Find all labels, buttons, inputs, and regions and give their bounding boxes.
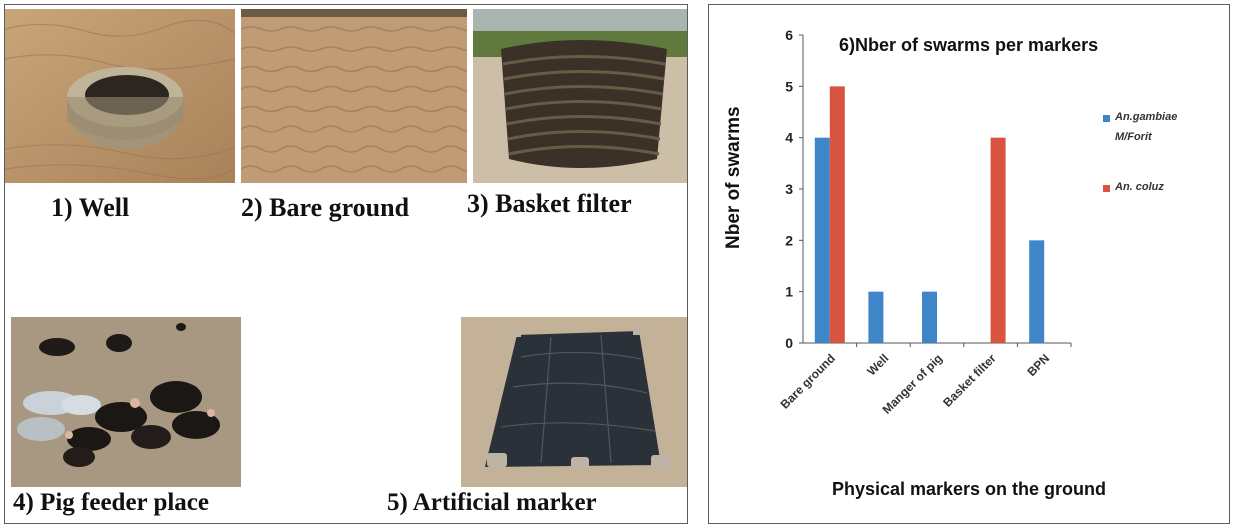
- caption-pig-feeder: 4) Pig feeder place: [13, 489, 209, 516]
- y-tick-label: 2: [785, 232, 793, 248]
- y-tick-label: 6: [785, 27, 793, 43]
- bare-ground-photo: [241, 9, 467, 183]
- bar-basket-filter-series-2: [990, 137, 1006, 343]
- y-tick-label: 1: [785, 284, 793, 300]
- photo-montage-panel: 1) Well 2) Bare ground: [4, 4, 688, 524]
- legend-swatch-series-2: [1103, 185, 1110, 192]
- basket-filter-photo: [473, 9, 687, 183]
- x-tick-label: BPN: [1025, 351, 1053, 379]
- swarm-chart-panel: 6)Nber of swarms per markers Nber of swa…: [708, 4, 1230, 524]
- bar-bare-ground-series-2: [829, 86, 845, 343]
- caption-artificial-marker: 5) Artificial marker: [387, 489, 597, 516]
- x-tick-label: Basket filter: [940, 351, 999, 410]
- caption-bare-ground: 2) Bare ground: [241, 193, 410, 222]
- artificial-marker-photo: [461, 317, 687, 487]
- caption-basket-filter: 3) Basket filter: [467, 189, 632, 218]
- legend-label-series-1-line-1: An.gambiae: [1115, 111, 1178, 123]
- legend-label-series-1-line-2: M/Forit: [1115, 131, 1152, 143]
- y-tick-label: 0: [785, 335, 793, 351]
- chart-title: 6)Nber of swarms per markers: [839, 35, 1099, 55]
- y-tick-label: 5: [785, 78, 793, 94]
- legend-label-series-2: An. coluz: [1115, 181, 1164, 193]
- x-tick-label: Bare ground: [778, 351, 838, 411]
- bar-bare-ground-series-1: [814, 137, 830, 343]
- y-tick-label: 4: [785, 130, 793, 146]
- y-tick-label: 3: [785, 181, 793, 197]
- chart-x-axis-label: Physical markers on the ground: [831, 479, 1107, 499]
- x-tick-label: Well: [864, 351, 891, 378]
- pig-feeder-photo: [11, 317, 241, 487]
- bar-well-series-1: [868, 291, 884, 343]
- bar-manger-of-pig-series-1: [922, 291, 937, 343]
- legend-swatch-series-1: [1103, 115, 1110, 122]
- caption-well: 1) Well: [51, 193, 130, 222]
- well-photo: [5, 9, 235, 183]
- bar-bpn-series-1: [1029, 240, 1045, 343]
